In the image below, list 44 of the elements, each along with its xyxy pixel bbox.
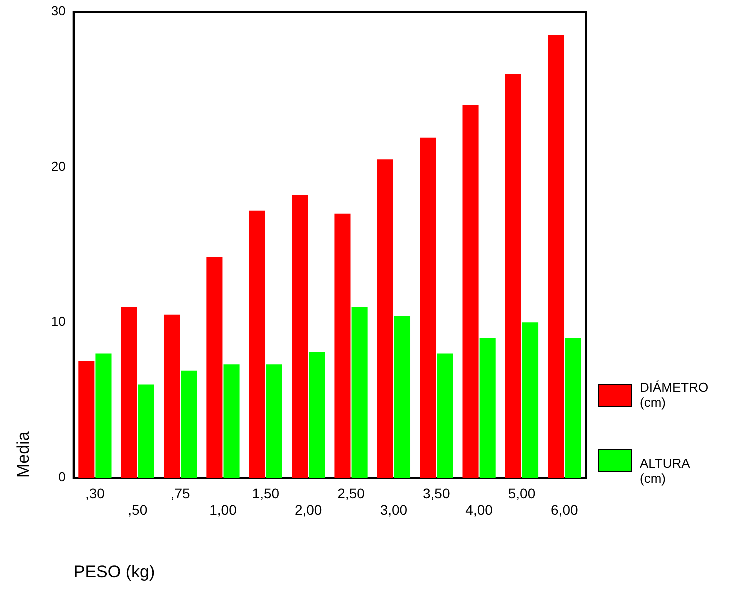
x-tick-label: 1,50: [252, 485, 280, 502]
bar: [420, 138, 436, 478]
x-tick-label: 2,50: [338, 485, 366, 502]
legend-label: ALTURA (cm): [640, 456, 692, 486]
bar: [164, 314, 180, 478]
x-axis-title: PESO (kg): [74, 562, 156, 582]
x-tick-label: 3,50: [423, 485, 450, 502]
x-tick-label: 1,00: [210, 502, 238, 518]
x-tick-label: 5,00: [508, 485, 536, 502]
y-tick-label: 0: [58, 470, 66, 485]
bar: [334, 214, 351, 478]
bar: [548, 35, 564, 478]
legend-label: DIÁMETRO (cm): [640, 380, 710, 410]
bar: [206, 257, 223, 478]
x-tick-label: 3,00: [380, 502, 408, 518]
bar: [181, 370, 198, 478]
bar: [138, 384, 154, 478]
x-tick-label: ,50: [128, 502, 148, 518]
bar: [309, 352, 326, 478]
bar: [522, 322, 539, 478]
bar: [437, 354, 454, 478]
bar: [480, 338, 496, 478]
y-axis-title: Media: [14, 431, 33, 478]
x-tick-label: 2,00: [294, 502, 322, 518]
bar: [78, 362, 95, 478]
y-tick-label: 20: [51, 158, 66, 174]
bar: [505, 74, 522, 478]
x-tick-label: 4,00: [466, 502, 494, 518]
bar: [224, 364, 240, 478]
x-tick-label: ,75: [170, 485, 190, 502]
bar: [266, 364, 282, 478]
bar: [565, 338, 582, 478]
bar: [352, 307, 368, 478]
bar: [249, 210, 266, 478]
bar: [292, 195, 308, 478]
bar: [96, 354, 112, 478]
bar: [394, 316, 411, 478]
x-tick-label: 6,00: [551, 502, 578, 518]
bar: [462, 105, 479, 478]
y-tick-label: 30: [51, 4, 66, 19]
bar: [121, 307, 138, 478]
y-tick-label: 10: [51, 314, 66, 330]
x-tick-label: ,30: [85, 485, 106, 502]
bar: [377, 160, 394, 478]
